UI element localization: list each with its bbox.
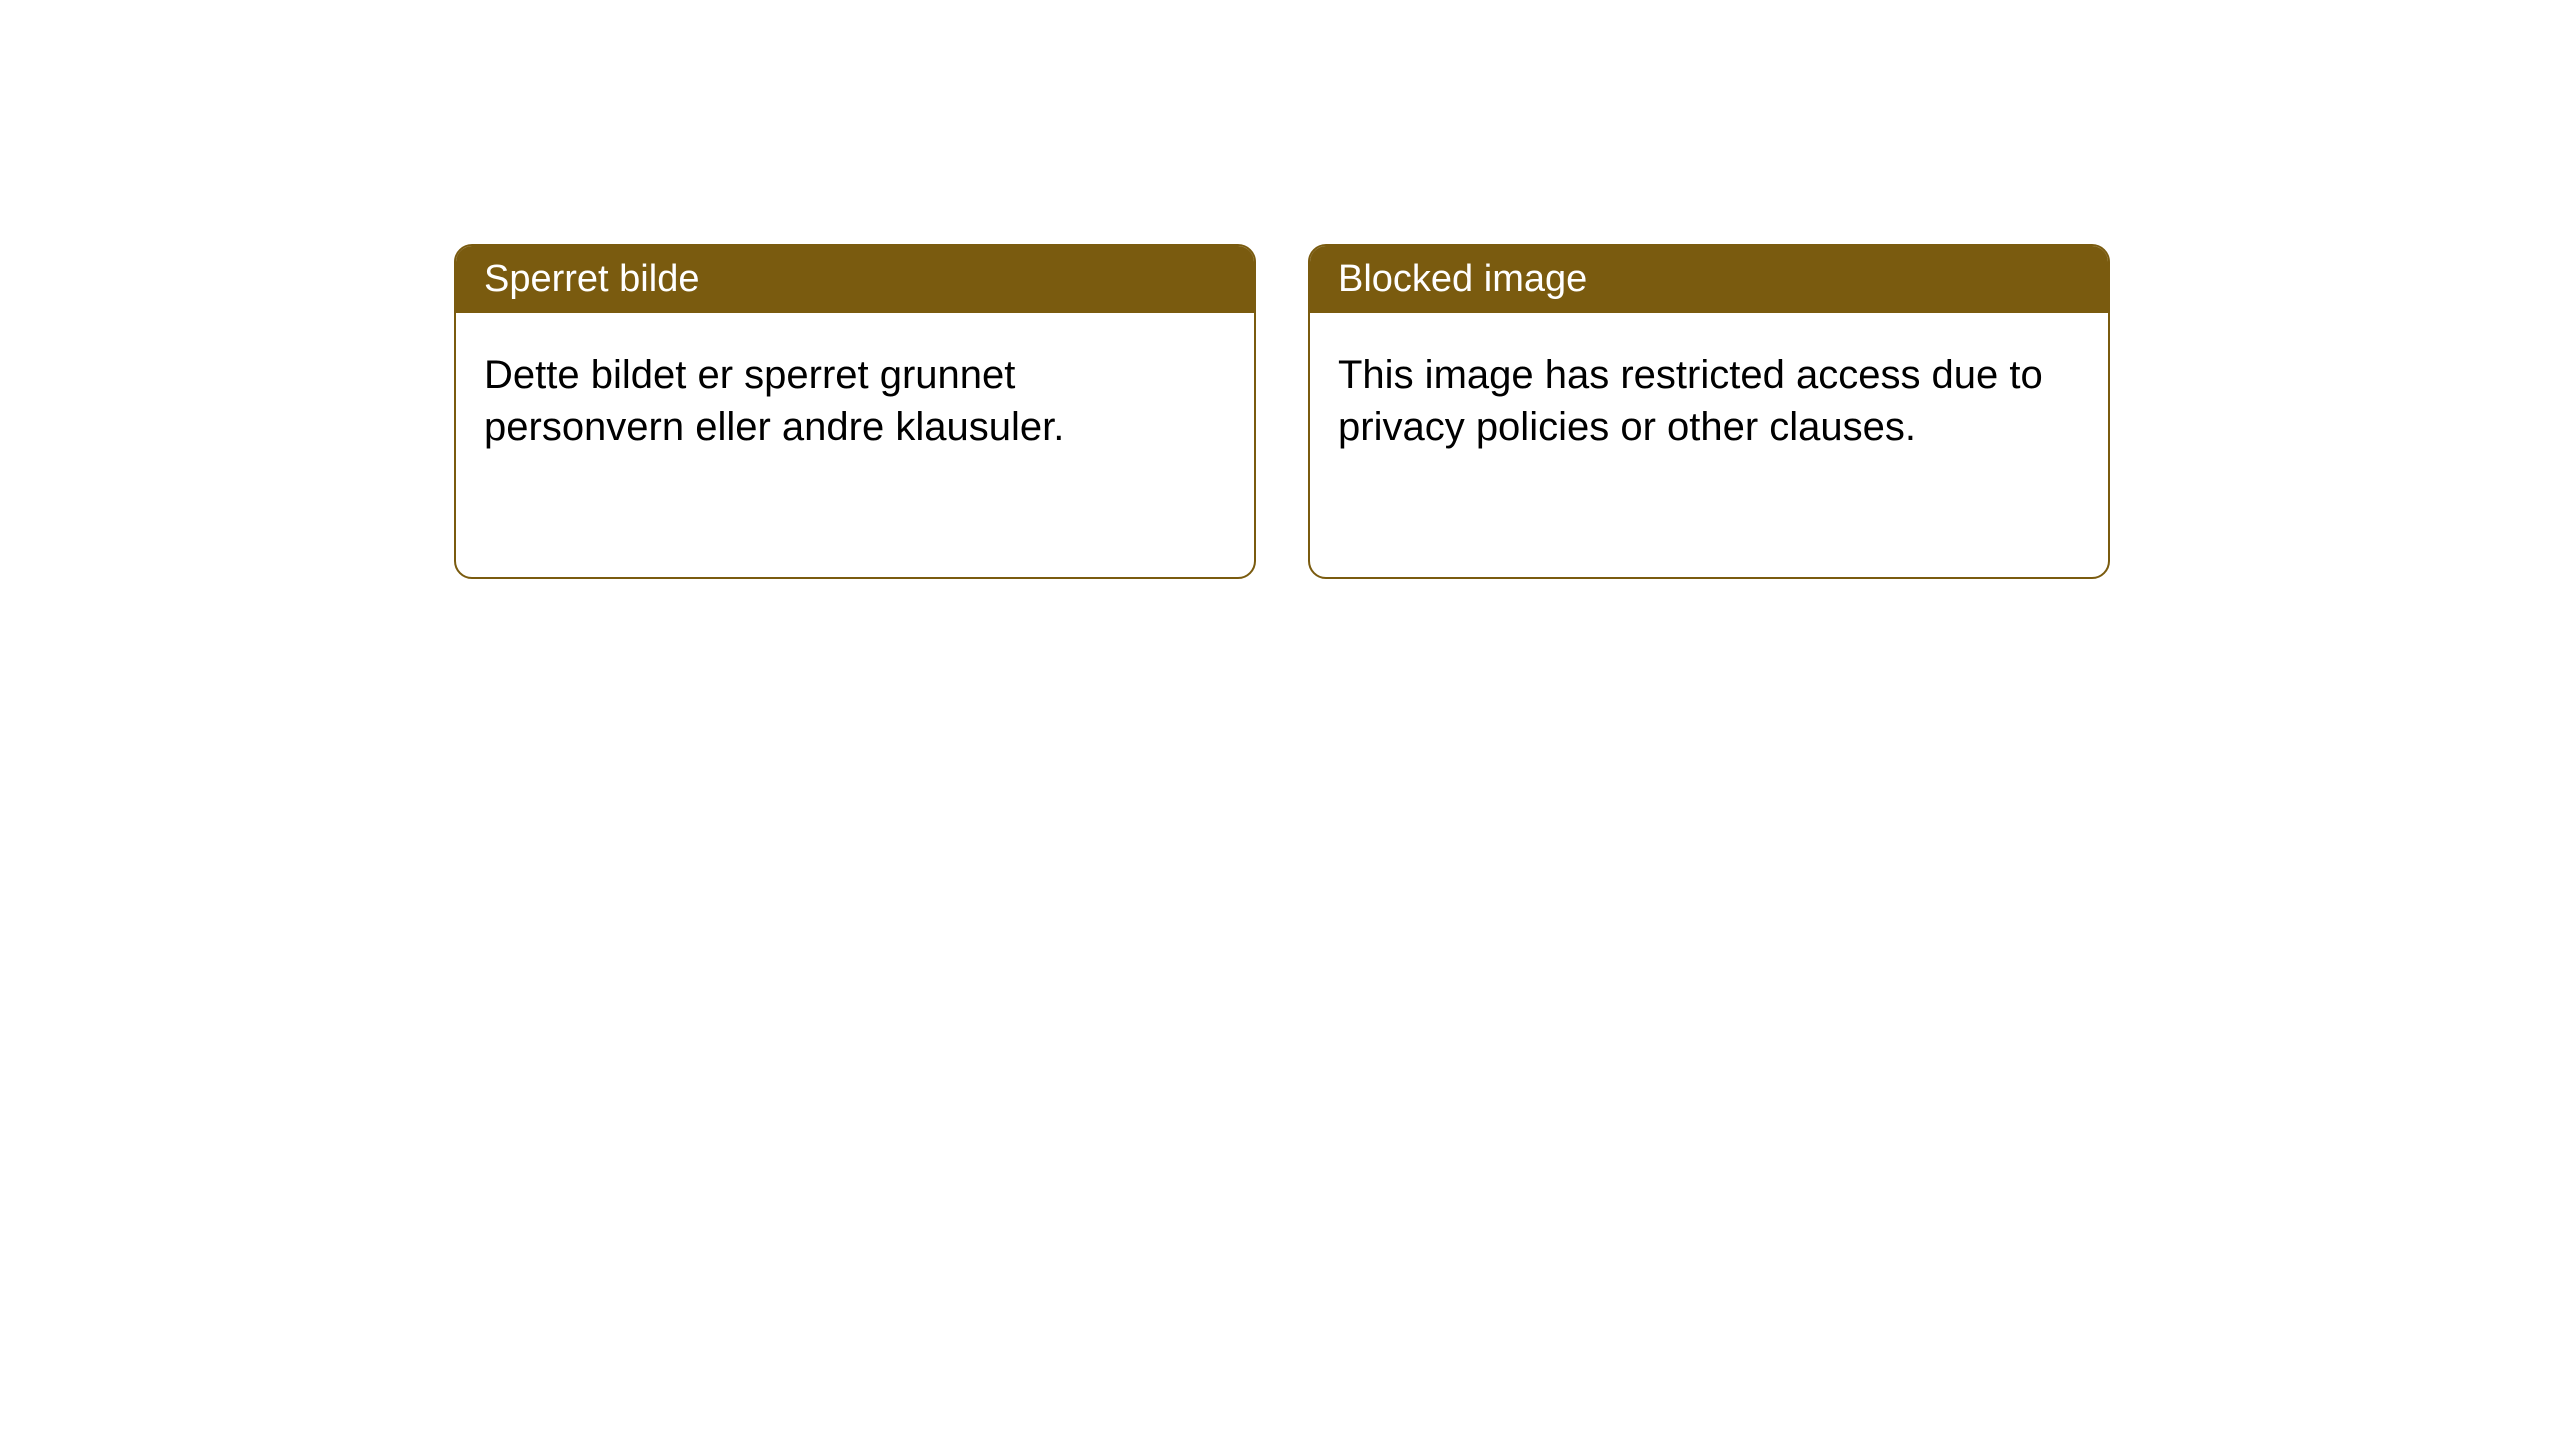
cards-container: Sperret bilde Dette bildet er sperret gr… bbox=[454, 244, 2110, 579]
card-body-en: This image has restricted access due to … bbox=[1310, 313, 2108, 489]
card-title-no: Sperret bilde bbox=[484, 258, 699, 300]
card-body-no: Dette bildet er sperret grunnet personve… bbox=[456, 313, 1254, 489]
card-header-no: Sperret bilde bbox=[456, 246, 1254, 313]
card-message-en: This image has restricted access due to … bbox=[1338, 353, 2043, 449]
card-header-en: Blocked image bbox=[1310, 246, 2108, 313]
blocked-image-card-no: Sperret bilde Dette bildet er sperret gr… bbox=[454, 244, 1256, 579]
card-message-no: Dette bildet er sperret grunnet personve… bbox=[484, 353, 1064, 449]
card-title-en: Blocked image bbox=[1338, 258, 1587, 300]
blocked-image-card-en: Blocked image This image has restricted … bbox=[1308, 244, 2110, 579]
